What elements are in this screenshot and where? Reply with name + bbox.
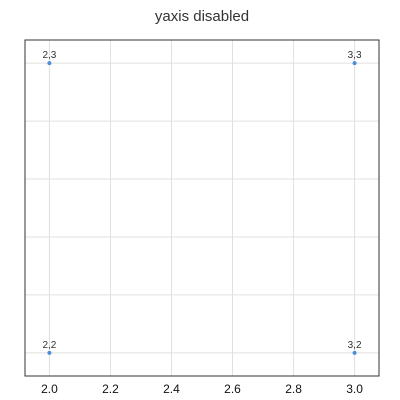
x-tick-label: 3.0 [346,382,363,396]
data-point-label: 3,3 [348,50,362,61]
x-tick-label: 2.8 [285,382,302,396]
x-tick-label: 2.6 [224,382,241,396]
data-point-label: 3,2 [348,340,362,351]
data-point [47,61,52,66]
grid [25,40,379,376]
x-tick-label: 2.2 [102,382,119,396]
chart-title: yaxis disabled [155,8,249,25]
data-point [352,350,357,355]
data-point [47,350,52,355]
data-point [352,61,357,66]
x-axis-ticks: 2.0 2.2 2.4 2.6 2.8 3.0 [41,382,363,396]
x-tick-label: 2.0 [41,382,58,396]
data-points: 2,3 3,3 2,2 3,2 [42,50,362,355]
x-tick-label: 2.4 [163,382,180,396]
data-point-label: 2,3 [42,50,56,61]
plot-frame [24,39,380,377]
data-point-label: 2,2 [42,340,56,351]
